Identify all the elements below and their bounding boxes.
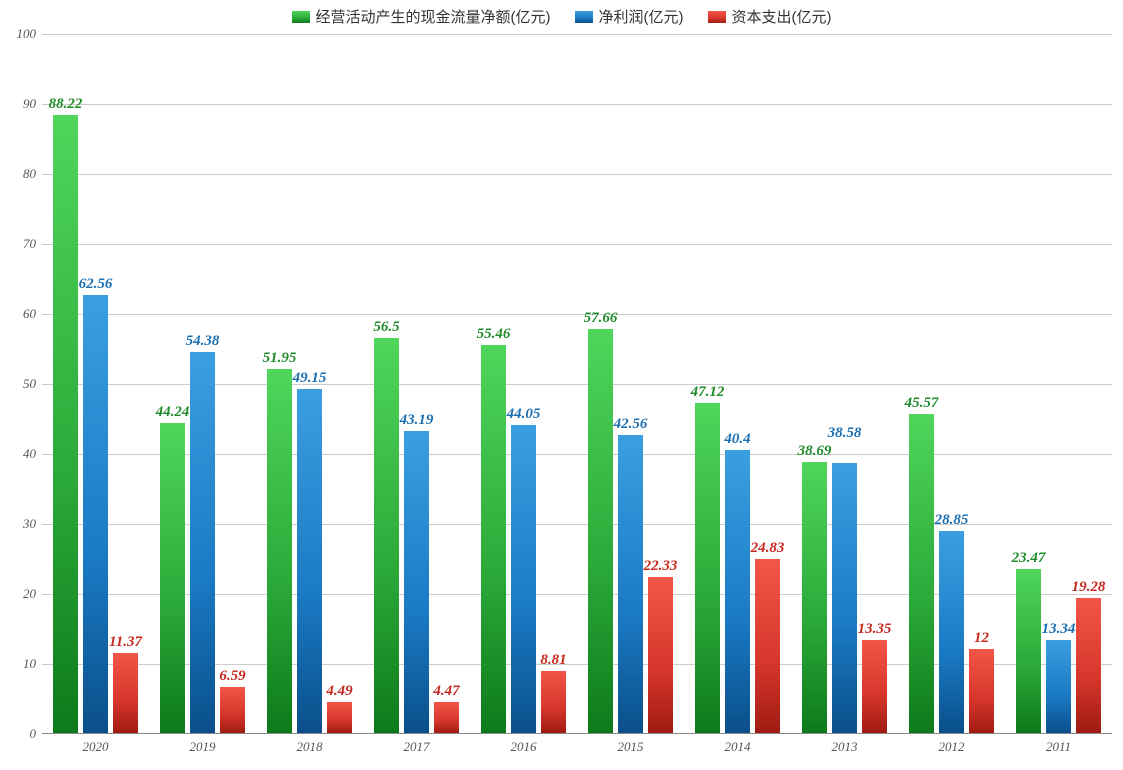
value-label: 8.81 [540,652,566,669]
x-axis-label: 2019 [190,739,216,755]
value-label: 19.28 [1072,579,1106,596]
grid-line [42,34,1112,35]
value-label: 57.66 [584,310,618,327]
value-label: 13.34 [1042,621,1076,638]
bar-capex [755,559,780,733]
x-axis-label: 2014 [725,739,751,755]
bar-net_profit [297,389,322,733]
y-axis-label: 10 [23,656,36,672]
bar-net_profit [1046,640,1071,733]
bar-capex [327,702,352,733]
bar-capex [648,577,673,733]
value-label: 44.05 [507,406,541,423]
bar-net_profit [190,352,215,733]
legend-label-capex: 资本支出(亿元) [732,6,832,27]
value-label: 38.58 [828,425,862,442]
bar-capex [434,702,459,733]
value-label: 55.46 [477,326,511,343]
bar-cashflow [267,369,292,733]
y-axis-label: 70 [23,236,36,252]
x-axis-label: 2011 [1046,739,1071,755]
plot-area: 0102030405060708090100202088.2262.5611.3… [42,34,1112,734]
grid-line [42,104,1112,105]
bar-cashflow [374,338,399,734]
x-axis-label: 2013 [832,739,858,755]
value-label: 28.85 [935,512,969,529]
value-label: 44.24 [156,404,190,421]
bar-capex [862,640,887,733]
bar-cashflow [481,345,506,733]
bar-net_profit [618,435,643,733]
y-axis-label: 20 [23,586,36,602]
bar-cashflow [695,403,720,733]
bar-capex [113,653,138,733]
y-axis-label: 30 [23,516,36,532]
value-label: 43.19 [400,412,434,429]
value-label: 54.38 [186,333,220,350]
value-label: 4.47 [433,683,459,700]
legend-item-capex: 资本支出(亿元) [708,6,832,27]
y-axis-label: 80 [23,166,36,182]
value-label: 56.5 [373,319,399,336]
bar-capex [1076,598,1101,733]
bar-cashflow [802,462,827,733]
grid-line [42,314,1112,315]
value-label: 23.47 [1012,550,1046,567]
bar-net_profit [832,463,857,733]
legend-swatch-red [708,11,726,23]
legend-label-netprofit: 净利润(亿元) [599,6,684,27]
x-axis-label: 2017 [404,739,430,755]
bar-net_profit [939,531,964,733]
value-label: 45.57 [905,395,939,412]
bar-capex [969,649,994,733]
x-axis-label: 2012 [939,739,965,755]
value-label: 12 [974,630,989,647]
y-axis-label: 0 [30,726,37,742]
grid-line [42,244,1112,245]
y-axis-label: 60 [23,306,36,322]
value-label: 4.49 [326,683,352,700]
x-axis-label: 2020 [83,739,109,755]
value-label: 88.22 [49,96,83,113]
legend-item-cashflow: 经营活动产生的现金流量净额(亿元) [292,6,551,27]
value-label: 40.4 [724,431,750,448]
legend-swatch-blue [575,11,593,23]
value-label: 6.59 [219,668,245,685]
value-label: 51.95 [263,350,297,367]
x-axis-label: 2018 [297,739,323,755]
bar-capex [541,671,566,733]
grid-line [42,174,1112,175]
bar-cashflow [909,414,934,733]
value-label: 49.15 [293,370,327,387]
y-axis-label: 100 [17,26,37,42]
y-axis-label: 90 [23,96,36,112]
chart-container: 经营活动产生的现金流量净额(亿元) 净利润(亿元) 资本支出(亿元) 0 10 20… [0,0,1123,770]
bar-net_profit [404,431,429,733]
value-label: 13.35 [858,621,892,638]
value-label: 24.83 [751,540,785,557]
value-label: 42.56 [614,416,648,433]
x-axis-label: 2016 [511,739,537,755]
bar-cashflow [1016,569,1041,733]
legend-item-netprofit: 净利润(亿元) [575,6,684,27]
legend-swatch-green [292,11,310,23]
legend-label-cashflow: 经营活动产生的现金流量净额(亿元) [316,6,551,27]
y-axis-label: 40 [23,446,36,462]
bar-net_profit [725,450,750,733]
value-label: 62.56 [79,276,113,293]
value-label: 38.69 [798,443,832,460]
bar-cashflow [53,115,78,733]
bar-cashflow [588,329,613,733]
x-axis-label: 2015 [618,739,644,755]
value-label: 22.33 [644,558,678,575]
bar-capex [220,687,245,733]
bar-net_profit [511,425,536,733]
bar-net_profit [83,295,108,733]
value-label: 11.37 [109,634,142,651]
y-axis-label: 50 [23,376,36,392]
value-label: 47.12 [691,384,725,401]
legend: 经营活动产生的现金流量净额(亿元) 净利润(亿元) 资本支出(亿元) [0,6,1123,27]
bar-cashflow [160,423,185,733]
